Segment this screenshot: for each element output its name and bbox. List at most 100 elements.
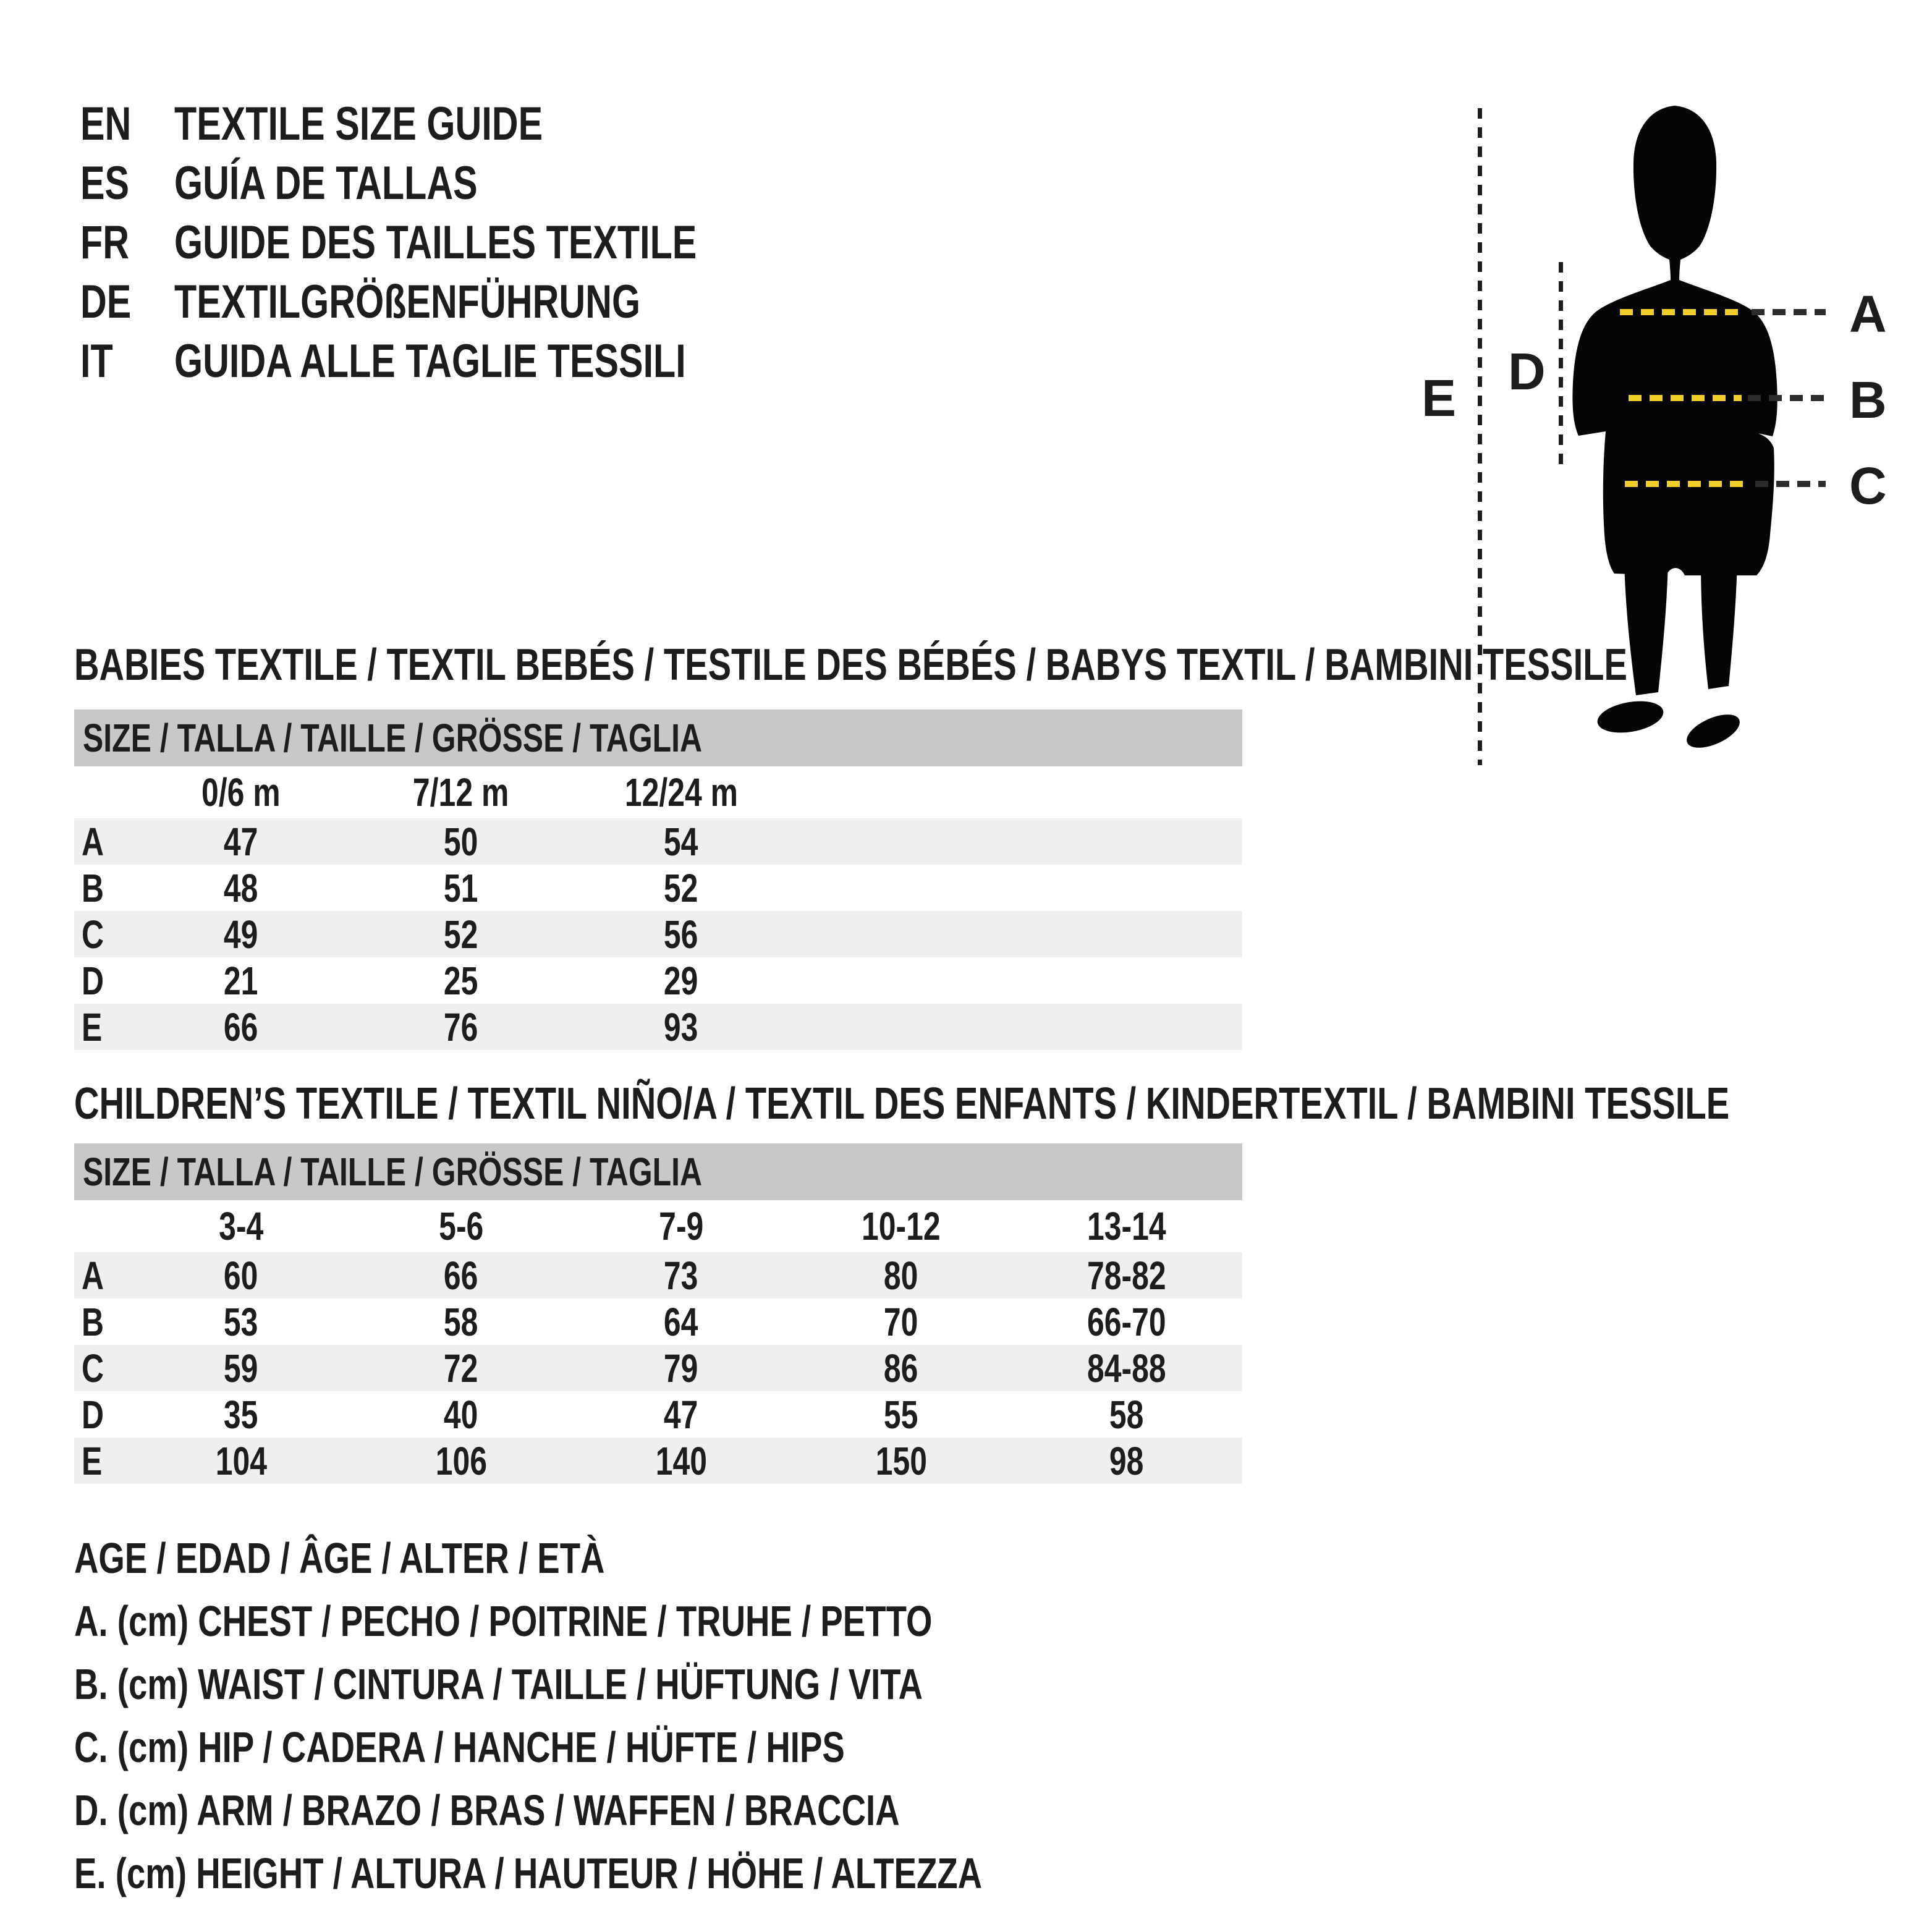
cell-value: 40 — [444, 1392, 478, 1437]
guide-title-es: GUÍA DE TALLAS — [174, 156, 478, 210]
cell-value: 86 — [884, 1345, 918, 1391]
table-row: B 53 58 64 70 66-70 — [74, 1299, 1242, 1345]
guide-title-fr: GUIDE DES TAILLES TEXTILE — [174, 216, 697, 269]
cell-value: 52 — [664, 865, 698, 910]
babies-section-heading-text: BABIES TEXTILE / TEXTIL BEBÉS / TESTILE … — [74, 640, 1627, 690]
legend-item-arm: D. (cm) ARM / BRAZO / BRAS / WAFFEN / BR… — [74, 1779, 1238, 1842]
row-label: B — [82, 1299, 104, 1344]
children-section-heading: CHILDREN’S TEXTILE / TEXTIL NIÑO/A / TEX… — [74, 1082, 1932, 1126]
guide-title-de: TEXTILGRÖßENFÜHRUNG — [174, 275, 641, 328]
children-size-table: SIZE / TALLA / TAILLE / GRÖSSE / TAGLIA … — [74, 1143, 1242, 1484]
cell-value: 84-88 — [1087, 1345, 1166, 1391]
legend-item-text: D. (cm) ARM / BRAZO / BRAS / WAFFEN / BR… — [74, 1786, 900, 1834]
language-code: ES — [80, 156, 130, 210]
cell-value: 47 — [664, 1392, 698, 1437]
babies-size-header-bar: SIZE / TALLA / TAILLE / GRÖSSE / TAGLIA — [74, 710, 1242, 766]
babies-col-header-1: 7/12 m — [413, 770, 509, 815]
arm-measure-line-d — [1559, 262, 1563, 472]
cell-value: 51 — [444, 865, 478, 910]
language-row-es: ES GUÍA DE TALLAS — [80, 153, 844, 213]
children-section-heading-text: CHILDREN’S TEXTILE / TEXTIL NIÑO/A / TEX… — [74, 1079, 1730, 1129]
cell-value: 47 — [224, 819, 258, 864]
cell-value: 25 — [444, 958, 478, 1003]
language-code: EN — [80, 97, 132, 150]
legend-age-text: AGE / EDAD / ÂGE / ALTER / ETÀ — [74, 1534, 605, 1582]
size-header-label: SIZE / TALLA / TAILLE / GRÖSSE / TAGLIA — [83, 1150, 703, 1194]
cell-value: 64 — [664, 1299, 698, 1344]
children-column-header-row: 3-4 5-6 7-9 10-12 13-14 — [74, 1200, 1242, 1252]
child-silhouette — [1572, 106, 1777, 748]
cell-value: 66 — [224, 1004, 258, 1049]
waist-measure-leader-b — [1748, 395, 1826, 401]
babies-section-heading: BABIES TEXTILE / TEXTIL BEBÉS / TESTILE … — [74, 643, 1932, 687]
cell-value: 56 — [664, 912, 698, 957]
babies-col-header-0: 0/6 m — [201, 770, 281, 815]
language-code: FR — [80, 216, 130, 269]
cell-value: 106 — [435, 1438, 487, 1483]
cell-value: 150 — [875, 1438, 927, 1483]
row-label: D — [82, 958, 104, 1003]
figure-label-e: E — [1421, 369, 1457, 427]
chest-measure-leader-a — [1752, 309, 1826, 315]
language-row-it: IT GUIDA ALLE TAGLIE TESSILI — [80, 331, 844, 391]
table-row: D 21 25 29 — [74, 957, 1242, 1004]
babies-column-header-row: 0/6 m 7/12 m 12/24 m — [74, 766, 1242, 818]
cell-value: 54 — [664, 819, 698, 864]
children-col-header-2: 7-9 — [658, 1204, 704, 1248]
chest-measure-line-a — [1620, 309, 1745, 315]
figure-label-b: B — [1849, 371, 1887, 429]
legend-item-text: E. (cm) HEIGHT / ALTURA / HAUTEUR / HÖHE… — [74, 1849, 983, 1897]
legend-item-text: C. (cm) HIP / CADERA / HANCHE / HÜFTE / … — [74, 1723, 845, 1771]
cell-value: 66 — [444, 1253, 478, 1298]
legend-item-text: A. (cm) CHEST / PECHO / POITRINE / TRUHE… — [74, 1597, 933, 1645]
hip-measure-line-c — [1625, 481, 1749, 487]
babies-size-table: SIZE / TALLA / TAILLE / GRÖSSE / TAGLIA … — [74, 710, 1242, 1050]
table-row: E 66 76 93 — [74, 1004, 1242, 1050]
language-row-fr: FR GUIDE DES TAILLES TEXTILE — [80, 213, 844, 272]
children-col-header-0: 3-4 — [218, 1204, 264, 1248]
cell-value: 53 — [224, 1299, 258, 1344]
cell-value: 70 — [884, 1299, 918, 1344]
cell-value: 58 — [1109, 1392, 1144, 1437]
cell-value: 21 — [224, 958, 258, 1003]
cell-value: 140 — [655, 1438, 707, 1483]
guide-title-it: GUIDA ALLE TAGLIE TESSILI — [174, 334, 686, 388]
hip-measure-leader-c — [1755, 481, 1826, 487]
figure-label-d: D — [1508, 342, 1546, 400]
legend-item-waist: B. (cm) WAIST / CINTURA / TAILLE / HÜFTU… — [74, 1653, 1238, 1716]
cell-value: 80 — [884, 1253, 918, 1298]
language-code: IT — [80, 334, 113, 388]
cell-value: 98 — [1109, 1438, 1144, 1483]
cell-value: 104 — [215, 1438, 267, 1483]
children-col-header-1: 5-6 — [438, 1204, 484, 1248]
row-label: D — [82, 1392, 104, 1437]
cell-value: 66-70 — [1087, 1299, 1166, 1344]
table-row: E 104 106 140 150 98 — [74, 1438, 1242, 1484]
guide-title-en: TEXTILE SIZE GUIDE — [174, 97, 543, 150]
children-col-header-4: 13-14 — [1087, 1204, 1166, 1248]
table-row: D 35 40 47 55 58 — [74, 1391, 1242, 1438]
cell-value: 35 — [224, 1392, 258, 1437]
figure-label-a: A — [1849, 285, 1887, 343]
language-code: DE — [80, 275, 132, 328]
measurement-legend: AGE / EDAD / ÂGE / ALTER / ETÀ A. (cm) C… — [74, 1527, 1238, 1905]
table-row: B 48 51 52 — [74, 865, 1242, 911]
waist-measure-line-b — [1629, 395, 1742, 401]
cell-value: 76 — [444, 1004, 478, 1049]
cell-value: 49 — [224, 912, 258, 957]
legend-age-row: AGE / EDAD / ÂGE / ALTER / ETÀ — [74, 1527, 1238, 1590]
legend-item-hip: C. (cm) HIP / CADERA / HANCHE / HÜFTE / … — [74, 1716, 1238, 1779]
row-label: E — [82, 1438, 103, 1483]
cell-value: 93 — [664, 1004, 698, 1049]
cell-value: 60 — [224, 1253, 258, 1298]
babies-col-header-2: 12/24 m — [624, 770, 738, 815]
children-col-header-3: 10-12 — [862, 1204, 941, 1248]
language-row-de: DE TEXTILGRÖßENFÜHRUNG — [80, 272, 844, 331]
language-title-list: EN TEXTILE SIZE GUIDE ES GUÍA DE TALLAS … — [80, 94, 844, 391]
table-row: C 49 52 56 — [74, 911, 1242, 957]
language-row-en: EN TEXTILE SIZE GUIDE — [80, 94, 844, 153]
cell-value: 58 — [444, 1299, 478, 1344]
row-label: B — [82, 865, 104, 910]
cell-value: 79 — [664, 1345, 698, 1391]
